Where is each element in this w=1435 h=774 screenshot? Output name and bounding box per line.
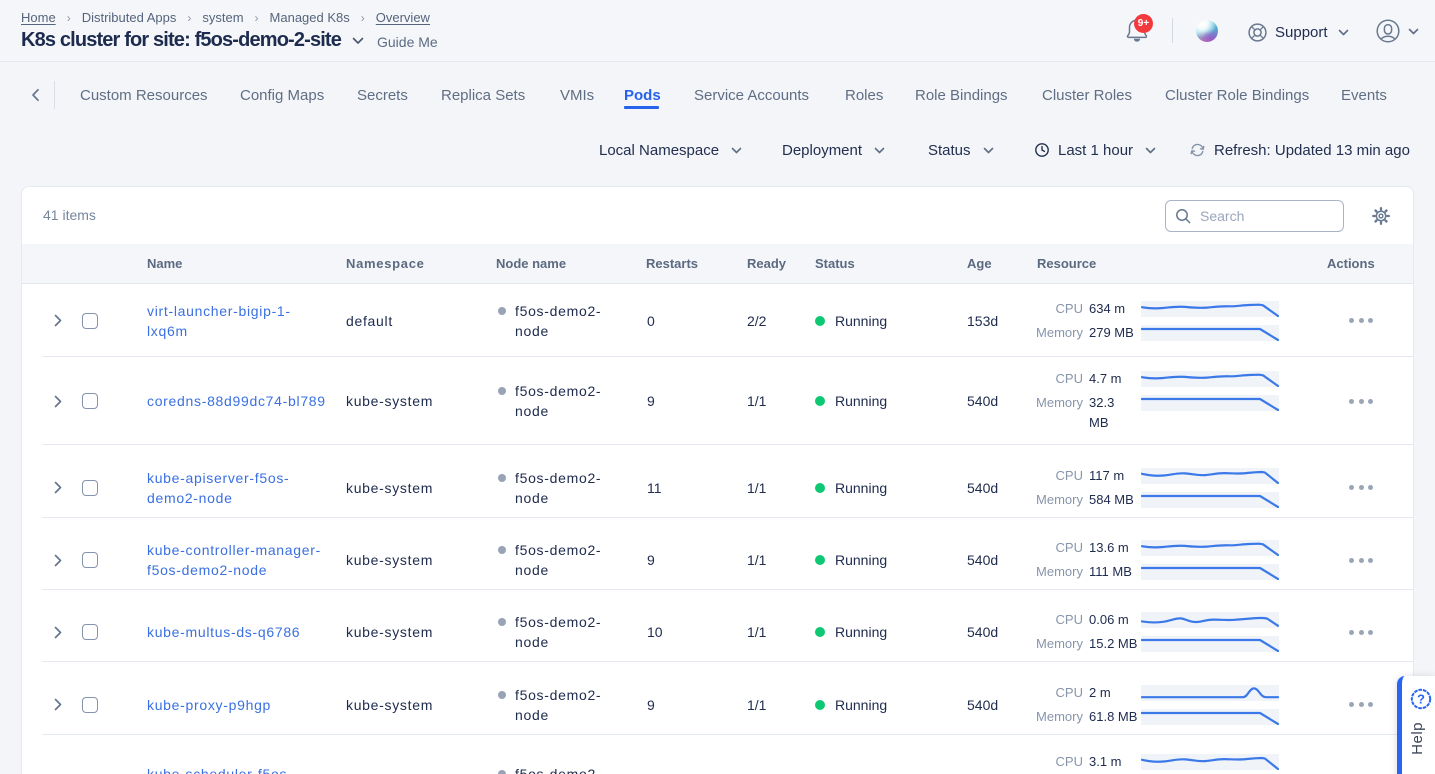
svg-text:?: ? <box>1417 692 1425 707</box>
